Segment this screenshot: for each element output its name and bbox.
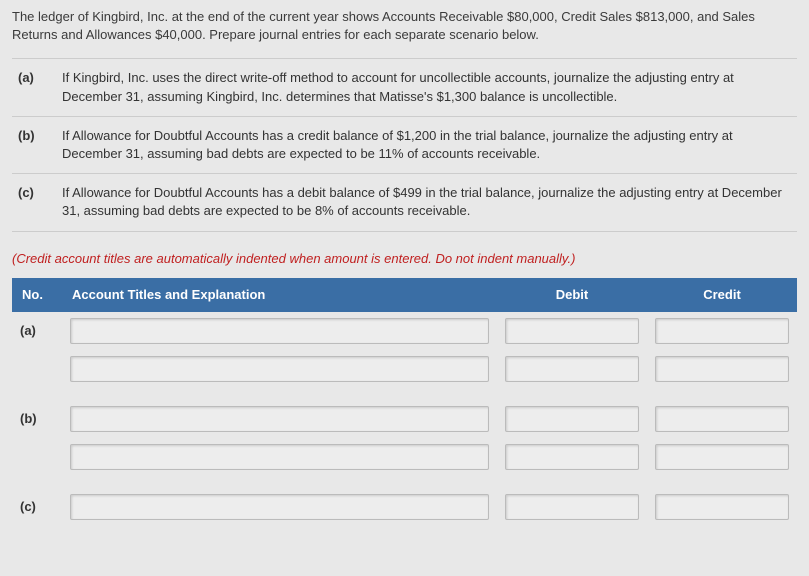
scenario-row: (a) If Kingbird, Inc. uses the direct wr… (12, 59, 797, 116)
row-label-c: (c) (12, 488, 62, 526)
scenario-label-a: (a) (12, 69, 62, 105)
account-title-input[interactable] (70, 318, 489, 344)
intro-text: The ledger of Kingbird, Inc. at the end … (12, 8, 797, 44)
instruction-note: (Credit account titles are automatically… (12, 250, 797, 268)
scenario-text-a: If Kingbird, Inc. uses the direct write-… (62, 69, 797, 105)
scenario-row: (c) If Allowance for Doubtful Accounts h… (12, 174, 797, 231)
account-title-input[interactable] (70, 444, 489, 470)
scenario-text-b: If Allowance for Doubtful Accounts has a… (62, 127, 797, 163)
row-label-a: (a) (12, 312, 62, 350)
account-title-input[interactable] (70, 356, 489, 382)
table-row (12, 438, 797, 476)
col-header-debit: Debit (497, 278, 647, 312)
col-header-account: Account Titles and Explanation (62, 278, 497, 312)
account-title-input[interactable] (70, 494, 489, 520)
col-header-no: No. (12, 278, 62, 312)
table-row: (a) (12, 312, 797, 350)
credit-input[interactable] (655, 444, 789, 470)
credit-input[interactable] (655, 494, 789, 520)
row-label-b: (b) (12, 400, 62, 438)
col-header-credit: Credit (647, 278, 797, 312)
scenario-list: (a) If Kingbird, Inc. uses the direct wr… (12, 58, 797, 231)
journal-entry-table: No. Account Titles and Explanation Debit… (12, 278, 797, 526)
account-title-input[interactable] (70, 406, 489, 432)
scenario-label-b: (b) (12, 127, 62, 163)
credit-input[interactable] (655, 406, 789, 432)
table-row: (c) (12, 488, 797, 526)
debit-input[interactable] (505, 444, 639, 470)
debit-input[interactable] (505, 356, 639, 382)
table-row (12, 350, 797, 388)
debit-input[interactable] (505, 406, 639, 432)
credit-input[interactable] (655, 318, 789, 344)
table-row: (b) (12, 400, 797, 438)
scenario-label-c: (c) (12, 184, 62, 220)
credit-input[interactable] (655, 356, 789, 382)
scenario-row: (b) If Allowance for Doubtful Accounts h… (12, 117, 797, 174)
scenario-text-c: If Allowance for Doubtful Accounts has a… (62, 184, 797, 220)
debit-input[interactable] (505, 494, 639, 520)
debit-input[interactable] (505, 318, 639, 344)
